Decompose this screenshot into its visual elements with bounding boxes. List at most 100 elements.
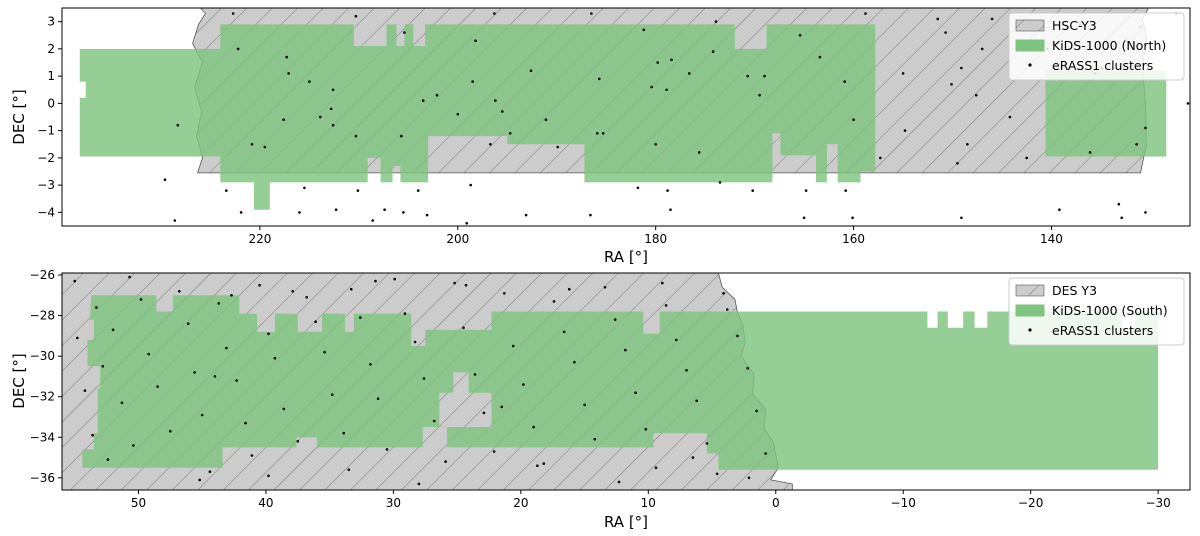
north-cluster-point (529, 69, 533, 72)
south-x-ticks: 50 40 30 20 10 0 −10 −20 −30 (131, 490, 1171, 510)
south-cluster-point (198, 478, 201, 482)
north-cluster-point (763, 74, 766, 78)
north-cluster-point (400, 134, 403, 138)
north-cluster-point (402, 211, 405, 214)
south-cluster-point (369, 363, 372, 366)
north-cluster-point (601, 132, 605, 135)
north-x-tick-label: 180 (644, 232, 667, 246)
north-cluster-point (804, 189, 808, 192)
north-kids-footprint (79, 24, 876, 210)
south-x-tick-label: 20 (513, 496, 528, 510)
north-x-axis-label: RA [°] (604, 248, 648, 266)
south-cluster-point (764, 452, 767, 455)
south-cluster-point (413, 340, 417, 344)
south-cluster-point (128, 275, 131, 279)
north-cluster-point (697, 151, 701, 154)
south-cluster-point (156, 385, 159, 388)
north-cluster-point (176, 123, 180, 127)
south-cluster-point (330, 393, 334, 397)
south-cluster-point (736, 334, 739, 338)
north-cluster-point (474, 39, 477, 42)
north-legend-cluster-marker (1028, 63, 1032, 67)
north-cluster-point (416, 189, 420, 192)
north-y-tick-label: −2 (37, 151, 55, 165)
north-cluster-point (1117, 202, 1121, 206)
north-cluster-point (960, 66, 963, 70)
north-cluster-point (636, 186, 640, 190)
south-cluster-point (422, 377, 426, 380)
north-kids-footprint-east (1045, 70, 1167, 157)
south-cluster-point (654, 466, 658, 470)
north-cluster-point (746, 74, 749, 78)
north-legend-cluster-label: eRASS1 clusters (1052, 58, 1153, 73)
north-cluster-point (751, 189, 754, 192)
south-cluster-point (359, 316, 362, 319)
south-cluster-point (186, 322, 190, 326)
south-legend-survey-label: DES Y3 (1052, 283, 1097, 298)
south-cluster-point (532, 425, 535, 429)
north-cluster-point (544, 118, 548, 121)
south-cluster-point (139, 298, 143, 301)
north-cluster-point (879, 156, 882, 160)
north-cluster-point (656, 61, 659, 64)
north-x-ticks: 220 200 180 160 140 (248, 226, 1063, 246)
south-cluster-point (755, 409, 758, 413)
north-cluster-point (494, 99, 497, 102)
north-cluster-point (596, 132, 599, 135)
south-cluster-point (342, 431, 346, 435)
north-legend-kids-swatch (1015, 39, 1045, 52)
south-cluster-point (169, 429, 172, 433)
north-y-tick-label: 1 (47, 69, 55, 83)
north-cluster-point (598, 77, 601, 81)
south-cluster-point (213, 375, 217, 378)
south-y-tick-label: −32 (30, 390, 55, 404)
north-cluster-point (718, 181, 722, 184)
south-cluster-point (393, 277, 397, 281)
south-y-tick-label: −36 (30, 471, 55, 485)
north-cluster-point (798, 34, 802, 37)
south-cluster-point (374, 279, 377, 283)
south-cluster-point (722, 292, 725, 295)
north-legend-survey-label: HSC-Y3 (1052, 18, 1097, 33)
south-legend-box (1008, 277, 1185, 346)
north-y-tick-label: −3 (37, 178, 55, 192)
south-cluster-point (603, 285, 607, 289)
south-y-tick-label: −26 (30, 268, 55, 282)
south-cluster-point (258, 283, 261, 287)
north-cluster-point (590, 12, 593, 15)
north-cluster-point (329, 107, 333, 111)
north-y-ticks: −4 −3 −2 −1 0 1 2 3 (37, 15, 62, 219)
south-cluster-point (235, 379, 238, 382)
south-cluster-point (522, 383, 525, 386)
north-cluster-point (852, 118, 855, 121)
south-cluster-point (726, 308, 729, 311)
south-cluster-point (376, 397, 380, 401)
north-cluster-point (250, 143, 254, 146)
north-y-axis-label: DEC [°] (10, 89, 28, 144)
south-cluster-point (217, 302, 221, 305)
north-cluster-point (501, 110, 504, 113)
north-cluster-point (975, 93, 978, 97)
south-axes-frame (61, 272, 1191, 491)
south-cluster-point (432, 419, 436, 423)
north-cluster-point (666, 189, 669, 192)
south-cluster-point (715, 472, 719, 476)
north-cluster-point (334, 208, 338, 211)
south-cluster-point (664, 304, 668, 307)
south-cluster-point (267, 474, 270, 478)
south-y-tick-label: −30 (30, 349, 55, 363)
north-cluster-point (758, 93, 761, 97)
south-cluster-point (453, 281, 456, 285)
south-cluster-point (562, 330, 566, 334)
south-cluster-point (350, 287, 353, 291)
north-cluster-point (851, 216, 854, 220)
north-cluster-point (303, 186, 306, 190)
south-x-tick-label: −20 (1018, 496, 1043, 510)
south-cluster-point (314, 320, 317, 324)
south-cluster-point (464, 283, 468, 287)
north-cluster-point (1135, 143, 1138, 146)
south-x-tick-label: 30 (386, 496, 401, 510)
south-y-ticks: −36 −34 −32 −30 −28 −26 (30, 268, 62, 485)
north-cluster-point (425, 213, 429, 217)
south-cluster-point (76, 336, 79, 340)
